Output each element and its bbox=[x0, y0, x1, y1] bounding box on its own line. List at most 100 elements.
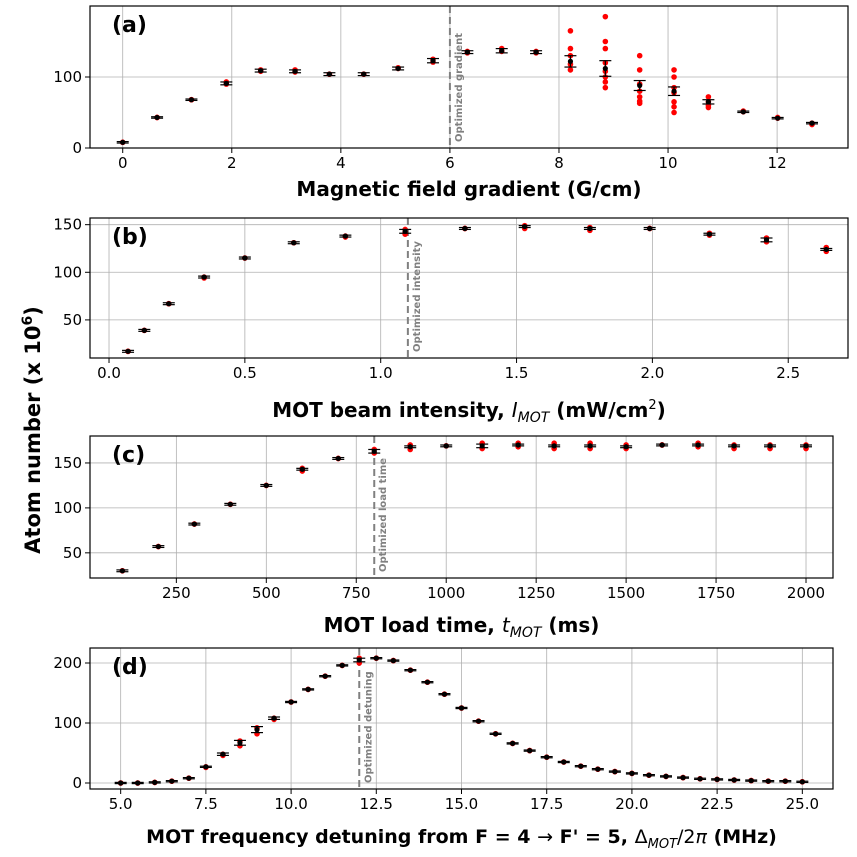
panel-d-mean-point bbox=[305, 686, 311, 693]
panel-a-xtick-label: 0 bbox=[118, 154, 128, 172]
panel-d-mean-point bbox=[475, 718, 482, 724]
panel-a-mean-point bbox=[120, 139, 126, 145]
panel-d-mean-point bbox=[373, 655, 379, 661]
panel-a-xtick-label: 12 bbox=[768, 154, 787, 172]
panel-a-mean-point bbox=[326, 71, 332, 77]
panel-a-xtick-label: 8 bbox=[554, 154, 564, 172]
panel-b-ytick-label: 100 bbox=[53, 263, 82, 281]
panel-d-mean-point bbox=[237, 740, 243, 746]
panel-a-raw-point bbox=[705, 104, 712, 111]
panel-c-frame bbox=[89, 435, 834, 579]
panel-a-mean-point bbox=[361, 71, 367, 77]
panel-a-raw-point bbox=[705, 94, 712, 100]
panel-a-mean-point bbox=[705, 99, 711, 105]
panel-b-xtick-label: 1.0 bbox=[369, 364, 393, 382]
panel-c-ytick-label: 50 bbox=[63, 544, 82, 562]
panel-d-mean-point bbox=[169, 778, 175, 784]
panel-c-mean-point bbox=[623, 444, 629, 450]
panel-c-xtick-label: 1000 bbox=[427, 584, 465, 602]
panel-c-mean-point bbox=[659, 442, 665, 448]
panel-a-xtick-label: 10 bbox=[658, 154, 677, 172]
panel-b-mean-point bbox=[342, 233, 348, 239]
panel-d-mean-point bbox=[390, 658, 396, 664]
panel-c-xlabel: MOT load time, tMOT (ms) bbox=[324, 613, 600, 641]
panel-b-xtick-label: 0.0 bbox=[97, 364, 121, 382]
panel-a-raw-point bbox=[567, 45, 574, 52]
panel-c-xtick-label: 250 bbox=[162, 584, 191, 602]
panel-c-xtick-label: 1500 bbox=[607, 584, 645, 602]
panel-c-mean-point bbox=[443, 443, 449, 449]
panel-b-mean-point bbox=[462, 225, 468, 232]
panel-a-xtick-label: 4 bbox=[336, 154, 346, 172]
panel-a-raw-point bbox=[636, 100, 643, 107]
panel-d-mean-point bbox=[339, 662, 345, 669]
panel-c-xtick-label: 500 bbox=[252, 584, 281, 602]
panel-d-mean-point bbox=[663, 773, 669, 780]
panel-a-mean-point bbox=[292, 68, 298, 74]
panel-c-mean-point bbox=[299, 466, 305, 472]
panel-a-raw-point bbox=[602, 84, 609, 91]
panel-a-mean-point bbox=[637, 82, 643, 89]
panel-a-raw-point bbox=[671, 74, 677, 80]
panel-d-mean-point bbox=[731, 777, 737, 783]
panel-d-label: (d) bbox=[112, 655, 148, 680]
panel-d-ytick-label: 100 bbox=[53, 714, 82, 732]
panel-d-marks bbox=[114, 648, 809, 789]
panel-a-mean-point bbox=[154, 114, 160, 121]
panel-c-optimized-label: Optimized load time bbox=[378, 458, 389, 572]
panel-a-mean-point bbox=[809, 120, 815, 126]
panel-c-mean-point bbox=[227, 501, 233, 507]
panel-d: 5.0 7.5 10.0 12.5 15.0 17.5 20.0 22.5 25.0 0 100 20… bbox=[53, 647, 834, 852]
panel-b-mean-point bbox=[823, 246, 829, 253]
panel-b-xtick-label: 1.5 bbox=[505, 364, 529, 382]
panel-d-mean-point bbox=[186, 775, 192, 781]
panel-a-raw-point bbox=[636, 67, 643, 73]
panel-a-mean-point bbox=[602, 65, 608, 72]
panel-d-mean-point bbox=[458, 705, 465, 711]
panel-c-mean-point bbox=[551, 443, 557, 449]
panel-c-mean-point bbox=[371, 448, 377, 454]
panel-c-mean-point bbox=[695, 442, 701, 448]
panel-a-mean-point bbox=[430, 58, 436, 64]
panel-b-grid bbox=[90, 218, 848, 358]
panel-b-xtick-label: 2.5 bbox=[776, 364, 800, 382]
panel-c-ticks: 250 500 750 1000 1250 1500 1750 2000 50 100 150 bbox=[53, 454, 825, 602]
panel-b-xtick-label: 0.5 bbox=[233, 364, 257, 382]
panel-d-xtick-label: 15.0 bbox=[445, 795, 478, 813]
panel-c-mean-point bbox=[515, 442, 521, 448]
panel-a-xtick-label: 2 bbox=[227, 154, 237, 172]
panel-b-mean-point bbox=[291, 240, 297, 246]
panel-b-mean-point bbox=[242, 255, 248, 261]
panel-b-frame bbox=[89, 217, 849, 359]
panel-a-mean-point bbox=[395, 65, 401, 72]
panel-a-raw-point bbox=[567, 67, 574, 73]
panel-d-mean-point bbox=[544, 754, 550, 760]
panel-a-raw-point bbox=[602, 38, 609, 45]
panel-d-ticks: 5.0 7.5 10.0 12.5 15.0 17.5 20.0 22.5 25.0 0 100 20… bbox=[53, 654, 819, 813]
panel-d-mean-point bbox=[356, 657, 362, 663]
panel-c-mean-point bbox=[407, 444, 413, 450]
panel-d-xtick-label: 20.0 bbox=[615, 795, 648, 813]
panel-d-mean-point bbox=[578, 763, 584, 769]
panel-d-mean-point bbox=[697, 776, 703, 782]
panel-d-mean-point bbox=[748, 778, 754, 784]
panel-d-mean-point bbox=[680, 775, 686, 781]
panel-a-mean-point bbox=[188, 97, 195, 103]
panel-b-marks bbox=[122, 218, 833, 358]
panel-a-raw-point bbox=[636, 88, 643, 94]
panel-c-label: (c) bbox=[112, 443, 145, 468]
panel-d-mean-point bbox=[288, 699, 294, 705]
panel-c-mean-point bbox=[767, 443, 773, 449]
panel-c-mean-point bbox=[191, 521, 197, 527]
panel-d-xtick-label: 5.0 bbox=[109, 795, 133, 813]
panel-c-mean-point bbox=[587, 443, 593, 449]
panel-a: 0 2 4 6 8 10 12 0 100 (a) Optimized gradient Mag… bbox=[53, 5, 849, 201]
panel-b-mean-point bbox=[647, 225, 653, 232]
panel-d-mean-point bbox=[322, 673, 328, 679]
panel-d-xtick-label: 7.5 bbox=[194, 795, 218, 813]
panel-b-label: (b) bbox=[112, 225, 148, 250]
panel-d-mean-point bbox=[561, 759, 567, 765]
panel-a-mean-point bbox=[533, 49, 539, 55]
panel-c-ytick-label: 100 bbox=[53, 499, 82, 517]
panel-d-mean-point bbox=[441, 691, 448, 697]
